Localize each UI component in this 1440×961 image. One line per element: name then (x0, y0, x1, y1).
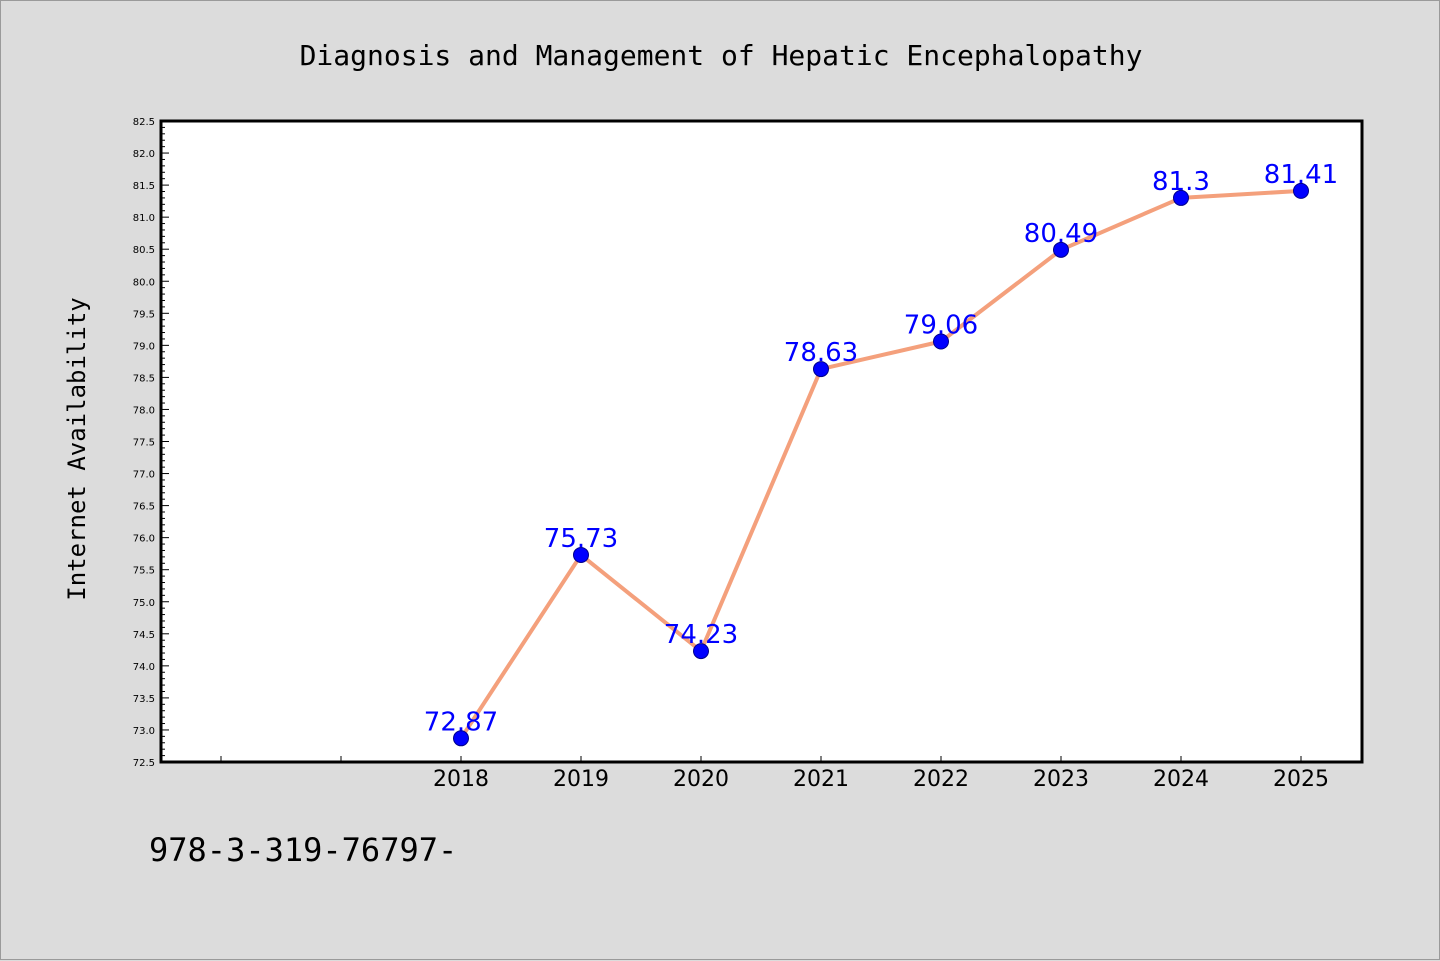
data-label: 75.73 (544, 524, 618, 554)
y-tick-label: 78.5 (133, 373, 155, 384)
data-point (453, 730, 469, 747)
data-label: 79.06 (904, 311, 978, 341)
y-tick-label: 73.5 (133, 694, 155, 705)
footer-isbn-text: 978-3-319-76797- (149, 831, 458, 869)
data-label: 72.87 (424, 707, 498, 737)
y-tick-label: 82.5 (133, 117, 155, 128)
data-label: 74.23 (664, 620, 738, 650)
x-tick-label: 2021 (793, 767, 849, 792)
y-tick-label: 75.5 (133, 566, 155, 577)
y-tick-label: 81.0 (133, 213, 155, 224)
x-tick-label: 2024 (1153, 767, 1209, 792)
y-tick-label: 74.0 (133, 662, 155, 673)
y-tick-label: 78.0 (133, 405, 155, 416)
x-tick-label: 2022 (913, 767, 969, 792)
data-label: 80.49 (1024, 219, 1098, 249)
x-tick-label: 2023 (1033, 767, 1089, 792)
y-tick-label: 75.0 (133, 598, 155, 609)
data-point (693, 643, 709, 660)
y-tick-label: 80.5 (133, 245, 155, 256)
y-tick-label: 80.0 (133, 277, 155, 288)
data-point (1053, 241, 1069, 258)
y-tick-label: 81.5 (133, 181, 155, 192)
y-tick-label: 77.5 (133, 438, 155, 449)
data-point (813, 361, 829, 378)
x-tick-label: 2019 (553, 767, 609, 792)
y-tick-label: 79.5 (133, 309, 155, 320)
series-internet-availability: 72.87 75.73 74.23 78.63 79.06 80.49 81.3 81.41 (424, 160, 1338, 747)
x-tick-label: 2025 (1273, 767, 1329, 792)
data-label: 78.63 (784, 338, 858, 368)
y-axis-label: Internet Availability (63, 297, 91, 600)
y-axis: 72.5 73.0 73.5 74.0 74.5 75.0 75.5 76.0 76.5 77.0… (133, 117, 169, 769)
y-tick-label: 79.0 (133, 341, 155, 352)
x-axis: 2018 2019 2020 2021 2022 2023 2024 2025 (220, 756, 1329, 792)
y-tick-label: 76.5 (133, 502, 155, 513)
data-point (933, 333, 949, 350)
data-label: 81.3 (1152, 167, 1210, 197)
y-tick-label: 76.0 (133, 534, 155, 545)
x-tick-label: 2020 (673, 767, 729, 792)
y-tick-label: 82.0 (133, 149, 155, 160)
y-tick-label: 72.5 (133, 758, 155, 769)
data-point (1173, 189, 1189, 206)
data-point (573, 546, 589, 563)
series-line (459, 188, 1302, 740)
x-tick-label: 2018 (433, 767, 489, 792)
plot-area (159, 119, 1364, 764)
data-label: 81.41 (1264, 160, 1338, 190)
y-tick-label: 77.0 (133, 470, 155, 481)
chart-title: Diagnosis and Management of Hepatic Ence… (300, 39, 1143, 72)
y-tick-label: 74.5 (133, 630, 155, 641)
data-point (1293, 182, 1309, 199)
y-tick-label: 73.0 (133, 726, 155, 737)
